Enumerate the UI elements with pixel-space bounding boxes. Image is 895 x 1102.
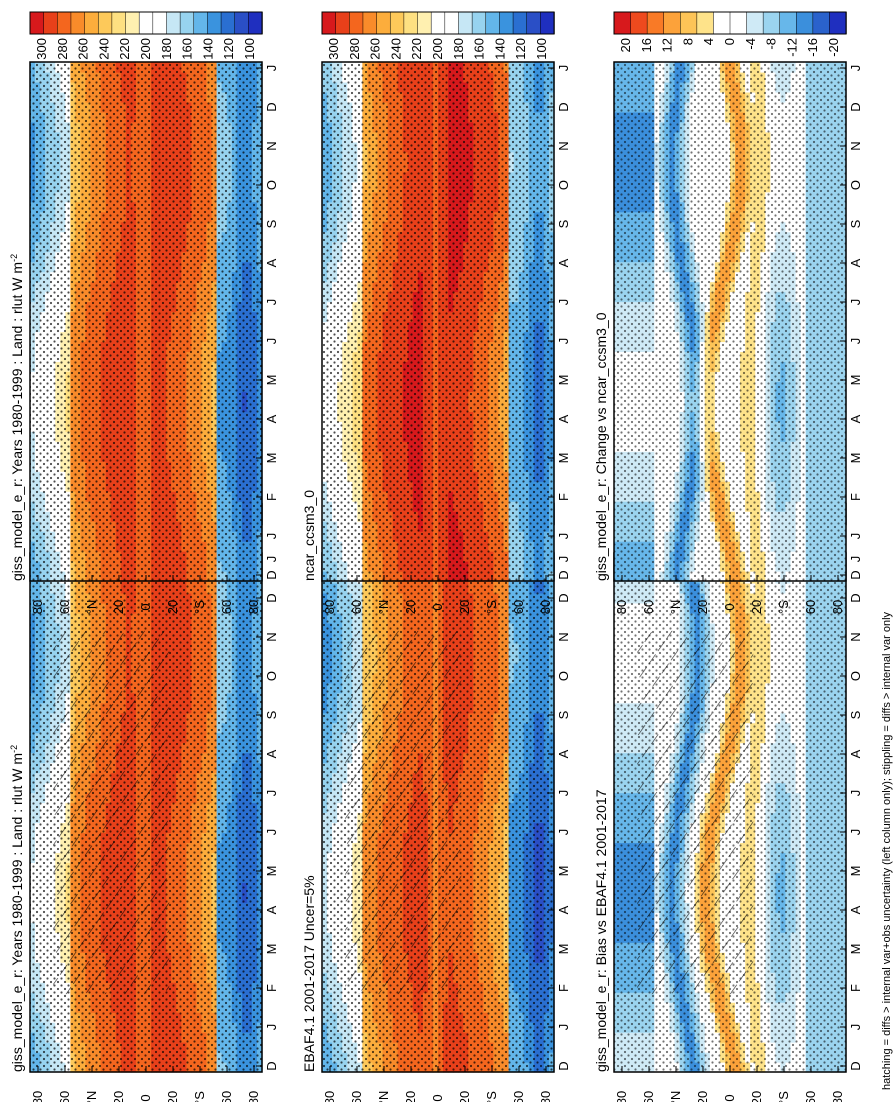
x-tick-label: J	[264, 1024, 279, 1031]
hatching	[53, 630, 170, 995]
colorbar-label: 160	[180, 38, 195, 60]
panel-2: 80 60 °N 20 0 20 °S 60 80DJFMAMJJASONDJgiss_mode…	[9, 11, 279, 615]
units-superscript: -2	[9, 745, 19, 753]
y-tick-label: 0	[138, 603, 153, 610]
x-tick-label: F	[264, 984, 279, 992]
y-tick-label: 80	[30, 600, 45, 614]
x-tick-label: N	[264, 141, 279, 150]
colorbar-label: 300	[34, 38, 49, 60]
stippling	[30, 62, 262, 581]
colorbar-swatch	[234, 11, 250, 35]
colorbar-swatch	[179, 11, 195, 35]
x-tick-label: S	[264, 219, 279, 228]
x-tick-label: J	[264, 299, 279, 306]
y-tick-label: 0	[138, 1094, 153, 1101]
colorbar-label: 140	[200, 38, 215, 60]
colorbar-swatch	[166, 11, 181, 35]
colorbar-swatch	[29, 11, 45, 35]
colorbar-swatch	[70, 11, 86, 35]
colorbar-swatch	[84, 11, 99, 35]
x-tick-label: M	[264, 944, 279, 955]
y-tick-label: 20	[111, 600, 126, 614]
x-tick-label: A	[264, 749, 279, 758]
y-tick-label: 80	[30, 1091, 45, 1102]
y-tick-label: 60	[57, 600, 72, 614]
x-tick-label: D	[264, 102, 279, 111]
colorbar-swatch	[125, 11, 140, 35]
colorbar-swatch	[193, 11, 209, 35]
y-tick-label: 60	[219, 1091, 234, 1102]
y-tick-label: 80	[246, 1091, 261, 1102]
colorbar-label: 120	[221, 38, 236, 60]
colorbar-label: 200	[138, 38, 153, 60]
x-tick-label: J	[264, 533, 279, 540]
colorbar-swatch	[111, 11, 127, 35]
colorbar-label: 240	[96, 38, 111, 60]
x-tick-label: O	[264, 671, 279, 681]
x-tick-label: O	[264, 180, 279, 190]
colorbar-swatch	[97, 11, 113, 35]
y-tick-label: 60	[219, 600, 234, 614]
y-tick-label: °S	[192, 600, 207, 614]
colorbar-swatch	[152, 11, 168, 35]
colorbar-swatch	[207, 11, 222, 35]
x-tick-label: F	[264, 493, 279, 501]
y-tick-label: 80	[246, 600, 261, 614]
x-tick-label: D	[264, 570, 279, 579]
y-tick-label: 20	[111, 1091, 126, 1102]
colorbar-label: 180	[159, 38, 174, 60]
units-superscript: -2	[9, 254, 19, 262]
colorbar-swatch	[57, 11, 72, 35]
x-tick-label: N	[264, 632, 279, 641]
x-tick-label: M	[264, 866, 279, 877]
x-tick-label: M	[264, 375, 279, 386]
panel-title: giss_model_e_r: Years 1980-1999 : Land :…	[9, 254, 25, 581]
colorbar-swatch	[138, 11, 154, 35]
colorbar-swatch	[248, 11, 263, 35]
colorbar-label: 280	[55, 38, 70, 60]
colorbar-swatch	[43, 11, 59, 35]
colorbar-label: 260	[76, 38, 91, 60]
panel-title: giss_model_e_r: Years 1980-1999 : Land :…	[9, 745, 25, 1072]
x-tick-label: J	[264, 65, 279, 72]
x-tick-label: J	[264, 790, 279, 797]
x-tick-label: D	[264, 1061, 279, 1070]
y-tick-label: 20	[165, 1091, 180, 1102]
y-tick-label: 20	[165, 600, 180, 614]
x-tick-label: A	[264, 905, 279, 914]
x-tick-label: J	[264, 829, 279, 836]
y-tick-label: °N	[84, 1091, 99, 1102]
colorbar-label: 100	[242, 38, 257, 60]
y-tick-label: °S	[192, 1091, 207, 1102]
x-tick-label: J	[264, 338, 279, 345]
panel-1: 80 60 °N 20 0 20 °S 60 80DJFMAMJJASONDJgiss_mode…	[9, 502, 279, 1102]
colorbar-frame	[29, 11, 263, 35]
x-tick-label: M	[264, 453, 279, 464]
y-tick-label: °N	[84, 600, 99, 615]
x-tick-label: A	[264, 414, 279, 423]
x-tick-label: A	[264, 258, 279, 267]
x-tick-label: D	[264, 593, 279, 602]
colorbar-label: 220	[117, 38, 132, 60]
x-tick-label: J	[264, 556, 279, 563]
y-tick-label: 60	[57, 1091, 72, 1102]
x-tick-label: S	[264, 710, 279, 719]
colorbar-swatch	[220, 11, 236, 35]
